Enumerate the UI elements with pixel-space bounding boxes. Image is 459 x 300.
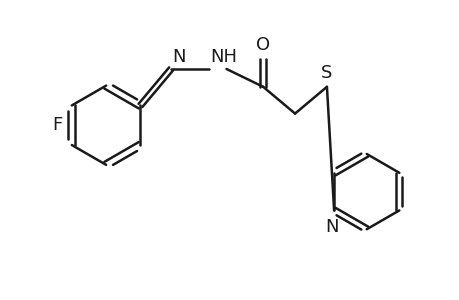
- Text: O: O: [256, 36, 269, 54]
- Text: NH: NH: [210, 48, 237, 66]
- Text: F: F: [52, 116, 62, 134]
- Text: N: N: [325, 218, 338, 236]
- Text: S: S: [320, 64, 332, 82]
- Text: N: N: [172, 48, 185, 66]
